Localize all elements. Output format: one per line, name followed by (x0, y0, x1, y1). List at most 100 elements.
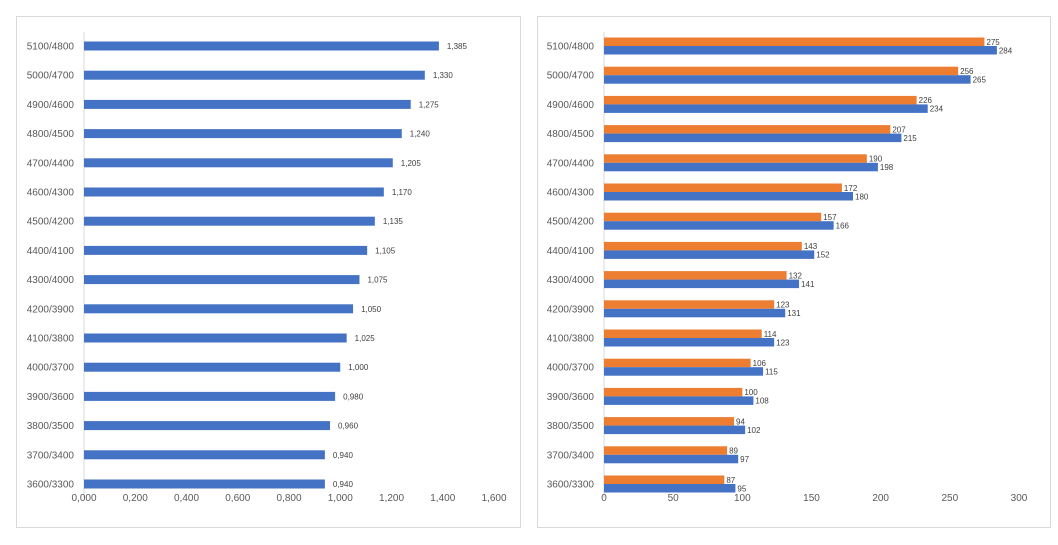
category-label: 5000/4700 (27, 71, 75, 82)
bar (84, 70, 425, 80)
category-label: 5100/4800 (547, 42, 595, 53)
data-label: 265 (973, 75, 987, 84)
bar (84, 450, 325, 460)
x-tick-label: 100 (734, 493, 751, 504)
data-label: 1,050 (361, 305, 382, 314)
data-label: 1,000 (348, 363, 369, 372)
category-label: 4900/4600 (27, 100, 75, 111)
bar (84, 129, 402, 139)
data-label: 180 (855, 192, 869, 201)
bar (604, 133, 902, 143)
data-label: 284 (999, 46, 1013, 55)
category-label: 3700/3400 (547, 450, 595, 461)
data-label: 102 (747, 426, 761, 435)
bar (84, 333, 347, 343)
x-tick-label: 1,000 (328, 493, 353, 504)
category-label: 4800/4500 (27, 129, 75, 140)
bar (604, 221, 834, 230)
bar (604, 271, 787, 280)
data-label: 215 (903, 134, 917, 143)
bar (604, 300, 775, 309)
bar (604, 358, 751, 368)
data-label: 256 (960, 67, 974, 76)
chart-panel-left: 5100/4800 1,385 5000/4700 1,330 4900/4600 1,2… (16, 16, 521, 528)
category-label: 3800/3500 (547, 421, 595, 432)
bar (84, 216, 375, 226)
bar (604, 46, 997, 55)
bar (604, 396, 754, 405)
data-label: 0,940 (333, 480, 354, 489)
data-label: 1,330 (433, 71, 454, 80)
bar (604, 454, 739, 464)
data-label: 100 (744, 388, 758, 397)
data-label: 1,135 (383, 217, 404, 226)
category-label: 4800/4500 (547, 129, 595, 140)
x-tick-label: 300 (1011, 493, 1028, 504)
bar (604, 75, 971, 84)
data-label: 190 (869, 155, 883, 164)
data-label: 275 (986, 38, 1000, 47)
data-label: 172 (844, 184, 858, 193)
data-label: 0,940 (333, 451, 354, 460)
bar (604, 192, 853, 201)
data-label: 95 (737, 484, 746, 493)
data-label: 207 (892, 125, 906, 134)
data-label: 1,170 (392, 188, 413, 197)
x-tick-label: 150 (803, 493, 820, 504)
data-label: 0,980 (343, 392, 364, 401)
data-label: 123 (776, 338, 790, 347)
bar (84, 275, 360, 285)
data-label: 106 (753, 359, 767, 368)
category-label: 4600/4300 (547, 188, 595, 199)
bar (604, 484, 736, 493)
bar (604, 338, 775, 347)
category-label: 4900/4600 (547, 100, 595, 111)
data-label: 123 (776, 301, 790, 310)
bar (604, 183, 842, 192)
bar (604, 154, 867, 163)
bar (84, 158, 393, 168)
data-label: 1,275 (419, 100, 440, 109)
category-label: 4400/4100 (547, 246, 595, 257)
x-tick-label: 50 (668, 493, 680, 504)
left-bar-chart: 5100/4800 1,385 5000/4700 1,330 4900/4600 1,2… (27, 32, 507, 504)
bar (604, 241, 802, 251)
data-label: 152 (816, 251, 830, 260)
bar (604, 308, 786, 318)
category-label: 4100/3800 (27, 334, 75, 345)
data-label: 157 (823, 213, 837, 222)
bar (604, 66, 959, 76)
x-tick-label: 1,600 (481, 493, 506, 504)
category-label: 4500/4200 (547, 217, 595, 228)
data-label: 1,385 (447, 42, 468, 51)
bar (604, 417, 735, 426)
category-label: 5100/4800 (27, 42, 75, 53)
bar (604, 37, 985, 46)
x-tick-label: 200 (872, 493, 889, 504)
data-label: 1,205 (401, 159, 422, 168)
bar (84, 421, 330, 431)
category-label: 4000/3700 (27, 363, 75, 374)
data-label: 114 (764, 330, 777, 339)
bar (604, 387, 743, 397)
bar (84, 99, 411, 109)
bar (84, 41, 439, 51)
x-tick-label: 0,800 (276, 493, 301, 504)
bar (84, 245, 368, 255)
bar (84, 362, 341, 372)
x-tick-label: 0,400 (174, 493, 199, 504)
data-label: 141 (801, 280, 815, 289)
category-label: 3600/3300 (547, 480, 595, 491)
category-label: 3800/3500 (27, 421, 75, 432)
bar (84, 187, 384, 197)
category-label: 4400/4100 (27, 246, 75, 257)
bar (604, 212, 822, 222)
data-label: 97 (740, 455, 749, 464)
category-label: 4700/4400 (547, 158, 595, 169)
bar (604, 329, 762, 338)
bar (604, 95, 917, 105)
x-tick-label: 1,200 (379, 493, 404, 504)
data-label: 234 (930, 105, 944, 114)
category-label: 3900/3600 (547, 392, 595, 403)
data-label: 115 (765, 367, 778, 376)
